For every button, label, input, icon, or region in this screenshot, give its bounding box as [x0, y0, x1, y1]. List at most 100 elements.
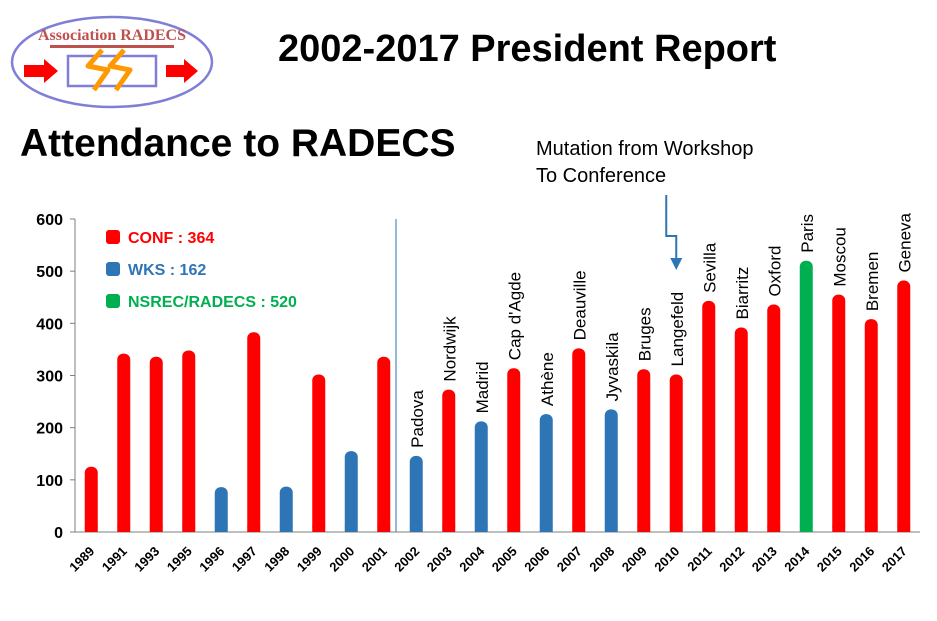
radecs-logo: Association RADECS: [10, 15, 214, 109]
bar-2017: [897, 280, 911, 532]
city-label-2007: Deauville: [571, 270, 590, 340]
legend-swatch: [106, 230, 120, 244]
bar-2001: [377, 356, 391, 532]
x-tick-label: 1997: [229, 544, 260, 575]
x-tick-label: 2008: [586, 544, 617, 575]
chart-overlay: [395, 195, 683, 532]
x-tick-label: 2006: [521, 544, 552, 575]
mutation-annotation: Mutation from Workshop To Conference: [536, 136, 754, 190]
bar-base-1993: [149, 526, 163, 532]
x-tick-label: 2014: [781, 543, 813, 575]
city-label-2004: Madrid: [473, 361, 492, 413]
bar-2009: [637, 369, 651, 532]
bar-1991: [117, 353, 131, 532]
x-tick-label: 1996: [196, 544, 227, 575]
bar-2002: [409, 455, 423, 532]
x-tick-label: 2017: [879, 544, 910, 575]
y-tick-label: 400: [36, 316, 63, 333]
bar-base-2006: [539, 526, 553, 532]
bar-base-2013: [767, 526, 781, 532]
bar-2014: [799, 260, 813, 532]
city-label-2006: Athène: [538, 352, 557, 406]
bar-2016: [864, 319, 878, 532]
bar-base-2004: [474, 526, 488, 532]
x-tick-label: 2003: [424, 544, 455, 575]
bar-2005: [507, 368, 521, 532]
legend-label: WKS : 162: [128, 262, 206, 279]
annotation-line-2: To Conference: [536, 165, 667, 187]
bar-2010: [669, 374, 683, 532]
city-label-2012: Biarritz: [733, 267, 752, 320]
y-tick-label: 200: [36, 421, 63, 438]
report-title: 2002-2017 President Report: [278, 28, 777, 70]
x-tick-label: 1991: [99, 544, 130, 575]
section-title: Attendance to RADECS: [20, 122, 456, 165]
city-label-2016: Bremen: [863, 252, 882, 312]
bar-1999: [312, 374, 326, 532]
legend-swatch: [106, 262, 120, 276]
bar-2012: [734, 327, 748, 532]
bar-base-2008: [604, 526, 618, 532]
bar-base-2012: [734, 526, 748, 532]
bar-base-2005: [507, 526, 521, 532]
bar-base-1991: [117, 526, 131, 532]
bar-1993: [149, 356, 163, 532]
bar-2006: [539, 414, 553, 532]
bar-base-2015: [832, 526, 846, 532]
x-tick-label: 2001: [359, 544, 390, 575]
bar-1997: [247, 332, 261, 532]
bar-2000: [344, 451, 358, 532]
bar-2015: [832, 294, 846, 532]
x-tick-label: 1993: [131, 544, 162, 575]
bar-2004: [474, 421, 488, 532]
legend-swatch: [106, 294, 120, 308]
bar-base-1999: [312, 526, 326, 532]
bar-base-2009: [637, 526, 651, 532]
city-label-2008: Jyvaskila: [603, 332, 622, 402]
x-tick-label: 1998: [261, 544, 292, 575]
bar-base-1989: [84, 526, 98, 532]
city-label-2002: Padova: [408, 390, 427, 448]
x-tick-label: 2010: [651, 544, 682, 575]
bar-2011: [702, 300, 716, 532]
legend-label: CONF : 364: [128, 230, 214, 247]
y-tick-label: 0: [54, 525, 63, 542]
x-tick-label: 2000: [326, 544, 357, 575]
x-tick-label: 1999: [294, 544, 325, 575]
bar-base-2011: [702, 526, 716, 532]
city-label-2015: Moscou: [831, 227, 850, 287]
x-tick-label: 1989: [66, 544, 97, 575]
x-tick-labels: 1989 1991 1993 1995 1996 1997 1998 1999 2000 2001…: [66, 543, 910, 575]
bar-2007: [572, 348, 586, 532]
chart-legend: CONF : 364 WKS : 162 NSREC/RADECS : 520: [106, 230, 297, 311]
city-label-2010: Langefeld: [668, 292, 687, 367]
bar-base-2002: [409, 526, 423, 532]
x-tick-label: 1995: [164, 544, 195, 575]
y-tick-label: 100: [36, 473, 63, 490]
y-tick-label: 600: [36, 212, 63, 229]
bar-1989: [84, 466, 98, 532]
city-label-2005: Cap d'Agde: [506, 272, 525, 360]
y-tick-labels: 0 100 200 300 400 500 600: [36, 212, 63, 542]
x-tick-label: 2009: [619, 544, 650, 575]
x-tick-label: 2011: [684, 544, 715, 575]
bar-2013: [767, 304, 781, 532]
x-tick-label: 2002: [391, 544, 422, 575]
bar-1995: [182, 350, 196, 532]
annotation-arrow-head: [670, 258, 683, 270]
y-tick-label: 500: [36, 264, 63, 281]
bar-base-2003: [442, 526, 456, 532]
bar-2003: [442, 389, 456, 532]
bar-2008: [604, 409, 618, 532]
x-tick-label: 2005: [489, 544, 520, 575]
logo-text: Association RADECS: [38, 27, 186, 44]
bar-1996: [214, 487, 228, 532]
city-label-2009: Bruges: [636, 307, 655, 361]
bar-base-2000: [344, 526, 358, 532]
bar-base-1997: [247, 526, 261, 532]
city-label-2003: Nordwijk: [441, 316, 460, 382]
bar-base-2001: [377, 526, 391, 532]
city-label-2014: Paris: [798, 214, 817, 253]
city-label-2017: Geneva: [896, 212, 915, 272]
